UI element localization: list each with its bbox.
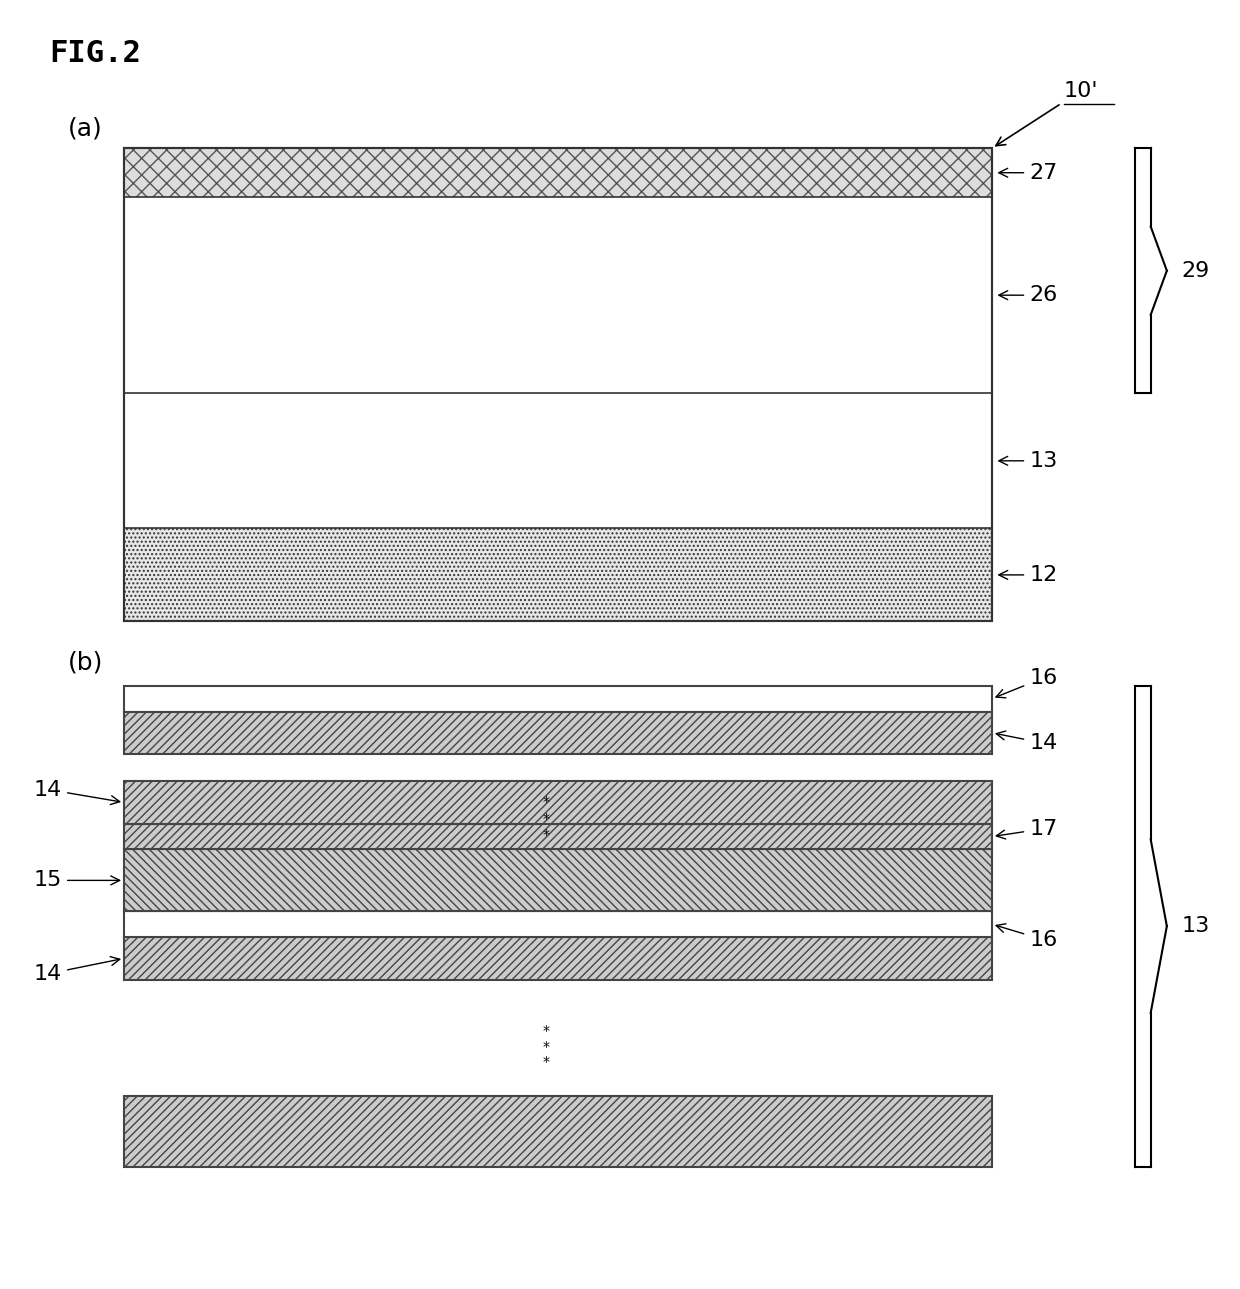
Bar bbox=[124, 849, 992, 911]
Text: 17: 17 bbox=[996, 819, 1058, 839]
Bar bbox=[124, 148, 992, 621]
Text: 14: 14 bbox=[996, 731, 1058, 753]
Bar bbox=[124, 197, 992, 393]
Text: (a): (a) bbox=[68, 116, 103, 141]
Bar bbox=[124, 712, 992, 754]
Bar bbox=[124, 937, 992, 980]
Text: 15: 15 bbox=[33, 870, 120, 891]
Bar bbox=[124, 824, 992, 849]
Text: 26: 26 bbox=[998, 285, 1058, 305]
Text: 14: 14 bbox=[33, 780, 120, 804]
Bar bbox=[124, 148, 992, 197]
Text: 16: 16 bbox=[996, 924, 1058, 950]
Text: *: * bbox=[542, 829, 549, 842]
Text: 10': 10' bbox=[996, 80, 1099, 146]
Text: 12: 12 bbox=[998, 565, 1058, 585]
Text: *: * bbox=[542, 1040, 549, 1053]
Text: 29: 29 bbox=[1182, 260, 1210, 281]
Text: 13: 13 bbox=[1182, 916, 1210, 936]
Text: 13: 13 bbox=[998, 451, 1058, 470]
Text: *: * bbox=[542, 1056, 549, 1069]
Bar bbox=[124, 1096, 992, 1167]
Text: 14: 14 bbox=[33, 956, 120, 984]
Text: (b): (b) bbox=[68, 651, 104, 675]
Text: *: * bbox=[542, 795, 549, 808]
Bar bbox=[124, 781, 992, 824]
Text: *: * bbox=[542, 1025, 549, 1038]
Bar bbox=[124, 393, 992, 528]
Text: 27: 27 bbox=[998, 162, 1058, 183]
Text: FIG.2: FIG.2 bbox=[50, 39, 141, 67]
Bar bbox=[124, 528, 992, 621]
Bar bbox=[124, 686, 992, 712]
Text: *: * bbox=[542, 812, 549, 825]
Bar bbox=[124, 148, 992, 621]
Text: 16: 16 bbox=[996, 668, 1058, 697]
Bar bbox=[124, 911, 992, 937]
